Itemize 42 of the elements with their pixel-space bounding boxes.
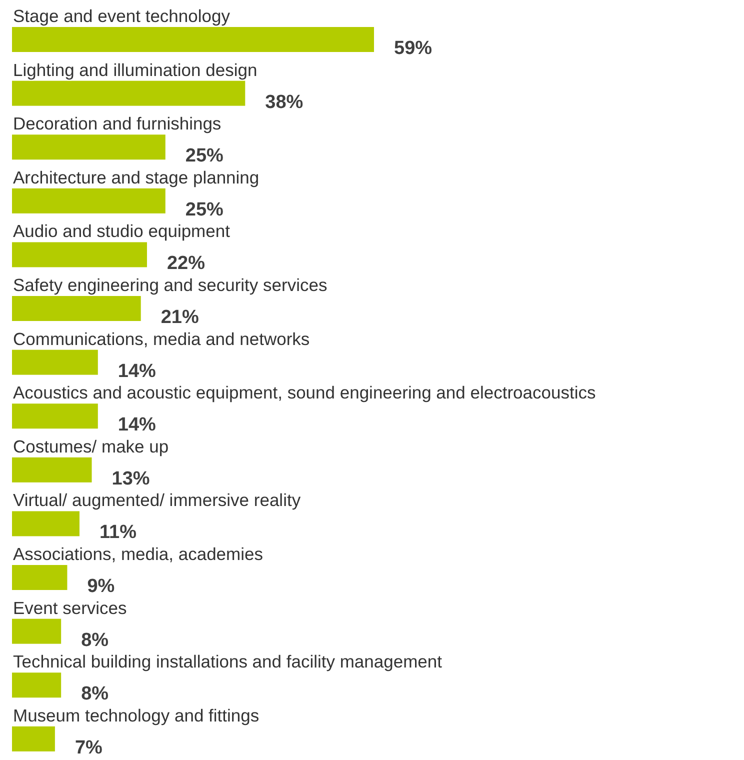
y-tick-label: Decoration and furnishings — [13, 114, 222, 134]
y-tick-label: Safety engineering and security services — [13, 275, 328, 295]
bar — [12, 350, 98, 375]
data-label: 59% — [394, 38, 432, 59]
data-label: 9% — [87, 576, 115, 597]
y-tick-label: Architecture and stage planning — [13, 167, 260, 188]
y-tick-label: Stage and event technology — [13, 6, 230, 26]
bar — [12, 134, 166, 160]
data-label: 22% — [166, 253, 206, 274]
bar — [12, 296, 141, 321]
data-label: 21% — [160, 307, 199, 328]
data-label: 13% — [112, 468, 150, 490]
bar — [12, 565, 68, 590]
y-tick-label: Technical building installations and facility management — [13, 652, 442, 672]
bar — [12, 726, 55, 752]
data-label: 8% — [81, 684, 109, 705]
y-tick-label: Costumes/ make up — [13, 436, 169, 456]
y-tick-label: Museum technology and fittings — [13, 705, 260, 726]
data-label: 14% — [118, 360, 156, 382]
bar — [12, 27, 374, 52]
data-label: 38% — [265, 92, 304, 113]
y-tick-label: Associations, media, academies — [13, 544, 264, 564]
y-tick-label: Lighting and illumination design — [13, 60, 258, 80]
bar — [12, 404, 98, 429]
data-label: 11% — [99, 522, 137, 544]
data-label: 25% — [185, 146, 224, 167]
y-tick-label: Event services — [13, 598, 128, 618]
bar — [12, 80, 246, 106]
data-label: 25% — [185, 199, 224, 220]
bar — [12, 242, 147, 268]
bar — [12, 457, 92, 482]
y-tick-label: Communications, media and networks — [13, 328, 310, 349]
data-label: 7% — [74, 737, 103, 758]
bar — [12, 511, 80, 536]
y-tick-label: Audio and studio equipment — [13, 221, 230, 242]
bar — [12, 618, 62, 644]
bar — [12, 672, 62, 698]
data-label: 14% — [118, 414, 156, 436]
y-tick-label: Virtual/ augmented/ immersive reality — [13, 490, 301, 510]
bar — [12, 188, 166, 214]
data-label: 8% — [81, 630, 109, 651]
y-tick-label: Acoustics and acoustic equipment, sound engineering and electroacoustics — [13, 382, 596, 403]
